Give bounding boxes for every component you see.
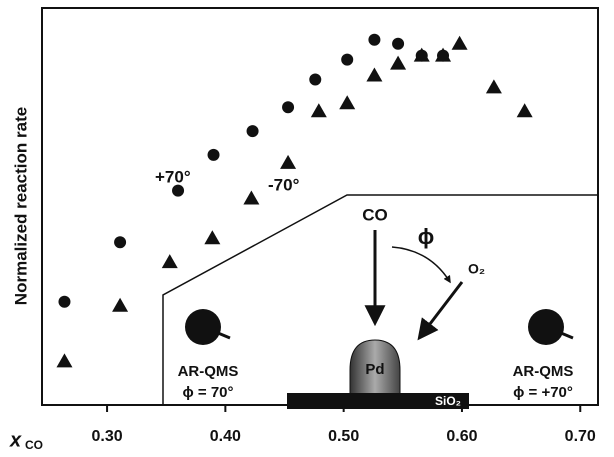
inset-label: AR-QMS	[513, 363, 574, 380]
angle-arc	[391, 246, 451, 284]
point	[390, 55, 407, 70]
inset-label: ϕ = +70°	[513, 384, 573, 401]
x-axis-label-sub: CO	[25, 438, 43, 452]
point	[485, 79, 502, 94]
point	[309, 73, 322, 86]
x-tick-label: 0.30	[91, 428, 122, 445]
x-axis-label: x	[9, 429, 22, 451]
point	[366, 67, 383, 82]
point	[341, 53, 354, 66]
point	[112, 297, 129, 312]
point	[161, 254, 178, 269]
point	[435, 47, 452, 62]
inset-label: O₂	[468, 261, 485, 277]
inset-label: SiO₂	[435, 394, 461, 408]
x-tick-label: 0.70	[565, 428, 596, 445]
point	[339, 95, 356, 110]
point	[172, 184, 185, 197]
inset-label: ϕ	[418, 224, 435, 249]
point	[392, 37, 405, 50]
point	[310, 103, 327, 118]
inset-label: ϕ = 70°	[182, 384, 233, 401]
detector-nozzle	[217, 331, 231, 340]
pd-particle	[349, 339, 401, 396]
y-axis-label: Normalized reaction rate	[11, 107, 30, 305]
annotation: -70°	[268, 175, 300, 194]
x-tick-label: 0.50	[328, 428, 359, 445]
inset-frame	[162, 194, 598, 405]
inset-label: Pd	[365, 361, 384, 378]
substrate	[287, 393, 469, 409]
point	[58, 295, 71, 308]
point	[204, 230, 221, 245]
x-tick-label: 0.40	[210, 428, 241, 445]
point	[114, 236, 127, 249]
point	[451, 35, 468, 50]
x-tick-label: 0.60	[446, 428, 477, 445]
point	[246, 125, 259, 138]
detector	[528, 309, 564, 345]
annotation: +70°	[155, 167, 191, 186]
point	[56, 353, 73, 368]
point	[282, 101, 295, 114]
o2-arrow	[417, 281, 464, 341]
point	[516, 103, 533, 118]
point	[280, 154, 297, 169]
inset-label: CO	[362, 205, 388, 224]
point	[368, 33, 381, 46]
inset-label: AR-QMS	[178, 363, 239, 380]
point	[413, 47, 430, 62]
plot-frame	[41, 7, 599, 406]
detector	[185, 309, 221, 345]
point	[243, 190, 260, 205]
detector-nozzle	[560, 331, 574, 340]
point	[207, 148, 220, 161]
